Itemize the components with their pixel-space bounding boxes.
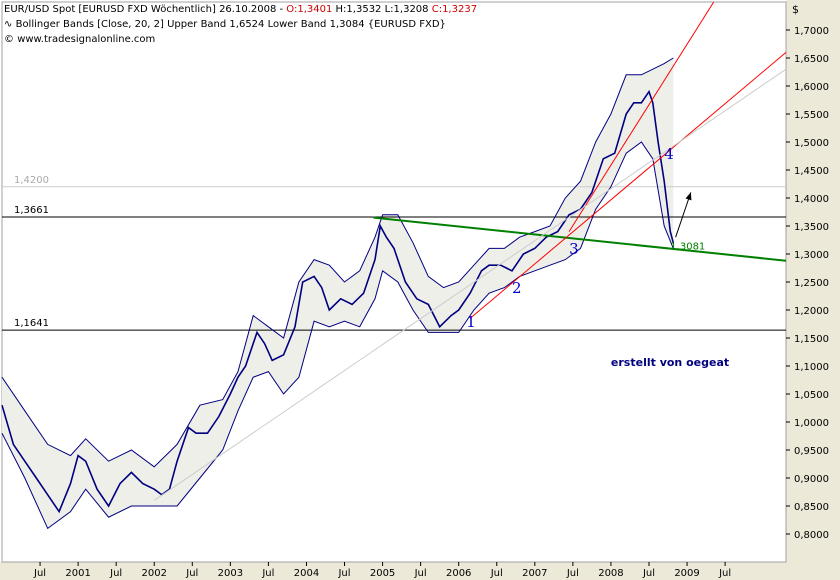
y-tick-label: 0,8000: [794, 530, 829, 541]
y-tick-label: 1,1000: [794, 362, 829, 373]
x-axis-panel: [0, 562, 840, 580]
header-indicator-text: Bollinger Bands [Close, 20, 2] Upper Ban…: [15, 19, 446, 30]
y-tick-label: 1,5500: [794, 110, 829, 121]
copyright-icon: ©: [4, 34, 14, 45]
horizontal-line-label: 1,3661: [14, 205, 49, 216]
chart-header-line2: ∿ Bollinger Bands [Close, 20, 2] Upper B…: [4, 19, 446, 30]
header-symbol-prefix: EUR/USD Spot [EURUSD FXD Wöchentlich] 26…: [4, 4, 287, 15]
x-tick-label: Jul: [261, 568, 274, 579]
x-tick-label: Jul: [642, 568, 655, 579]
trendline: [469, 52, 787, 319]
price-series-line: [1, 89, 675, 514]
header-open-value: O:1,3401: [286, 4, 333, 15]
y-tick-label: 1,2500: [794, 278, 829, 289]
y-tick-label: 1,6500: [794, 54, 829, 65]
x-tick-label: Jul: [109, 568, 122, 579]
price-label: 1,3081: [670, 241, 705, 252]
y-tick-label: 0,9000: [794, 474, 829, 485]
x-tick-label: 2003: [218, 568, 243, 579]
x-tick-label: 2007: [522, 568, 547, 579]
author-label: erstellt von oegeat: [611, 356, 729, 369]
y-tick-label: 1,6000: [794, 82, 829, 93]
y-axis-panel: [786, 0, 840, 580]
y-tick-label: 1,3500: [794, 222, 829, 233]
trendline: [373, 216, 787, 262]
y-axis-unit: $: [792, 3, 799, 16]
trendline: [568, 1, 715, 232]
x-tick-label: 2001: [65, 568, 90, 579]
x-tick-label: 2009: [674, 568, 699, 579]
x-tick-label: 2006: [446, 568, 471, 579]
y-tick-label: 1,4500: [794, 166, 829, 177]
x-tick-label: 2002: [142, 568, 167, 579]
x-tick-label: 2004: [294, 568, 319, 579]
y-tick-label: 0,8500: [794, 502, 829, 513]
x-tick-label: Jul: [566, 568, 579, 579]
wave-label: 3: [569, 240, 579, 258]
x-tick-label: 2005: [370, 568, 395, 579]
x-tick-label: Jul: [337, 568, 350, 579]
bollinger-icon: ∿: [4, 19, 13, 30]
y-tick-label: 1,0500: [794, 390, 829, 401]
y-tick-label: 0,9500: [794, 446, 829, 457]
y-tick-label: 1,3000: [794, 250, 829, 261]
y-tick-label: 1,4000: [794, 194, 829, 205]
y-tick-label: 1,2000: [794, 306, 829, 317]
y-tick-label: 1,1500: [794, 334, 829, 345]
bollinger-fill: [2, 58, 674, 529]
y-tick-label: 1,5000: [794, 138, 829, 149]
horizontal-line-label: 1,1641: [14, 318, 49, 329]
chart-header-line3: © www.tradesignalonline.com: [4, 34, 155, 45]
chart-header-line1: EUR/USD Spot [EURUSD FXD Wöchentlich] 26…: [4, 4, 477, 15]
trendline: [153, 68, 787, 501]
header-close-value: C:1,3237: [431, 4, 478, 15]
forecast-arrow-line: [675, 192, 692, 238]
x-tick-label: 2008: [598, 568, 623, 579]
x-tick-label: Jul: [33, 568, 46, 579]
y-tick-label: 1,7000: [794, 26, 829, 37]
x-tick-label: Jul: [414, 568, 427, 579]
horizontal-line-label: 1,4200: [14, 175, 49, 186]
wave-label: 1: [466, 313, 476, 331]
y-tick-label: 1,0000: [794, 418, 829, 429]
forecast-arrow-head: [685, 192, 692, 201]
x-tick-label: Jul: [185, 568, 198, 579]
header-source-text: www.tradesignalonline.com: [17, 34, 156, 45]
lower-band-line: [1, 141, 674, 530]
x-tick-label: Jul: [718, 568, 731, 579]
header-hl-values: H:1,3532 L:1,3208: [332, 4, 432, 15]
wave-label: 2: [512, 279, 522, 297]
x-tick-label: Jul: [490, 568, 503, 579]
upper-band-line: [1, 57, 674, 468]
wave-label: 4: [664, 145, 674, 163]
